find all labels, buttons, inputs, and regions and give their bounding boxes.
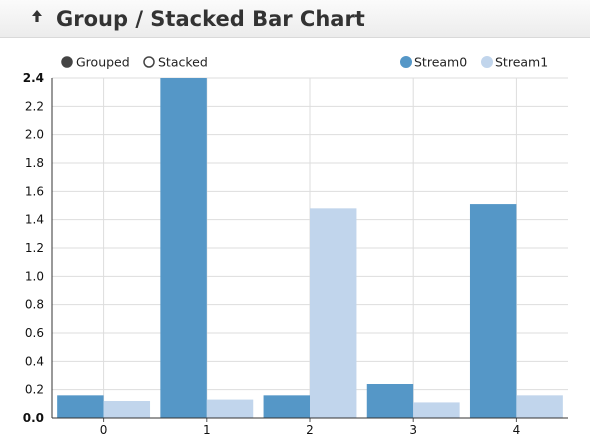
y-tick-label: 0.2 [25,383,44,397]
bar-stream1-1[interactable] [206,399,254,418]
y-tick-label: 1.4 [25,213,44,227]
mode-label: Stacked [158,55,208,70]
mode-controls: Grouped Stacked [61,55,208,70]
bar-stream1-4[interactable] [516,395,563,418]
x-tick-label: 4 [513,423,521,437]
bar-stream1-0[interactable] [103,401,151,418]
y-tick-label: 1.6 [25,184,44,198]
bar-stream0-1[interactable] [160,78,207,418]
bar-stream1-2[interactable] [310,208,357,418]
page-title: Group / Stacked Bar Chart [56,7,365,31]
y-tick-label: 1.0 [25,269,44,283]
legend-swatch-icon [481,56,493,68]
bar-stream1-3[interactable] [413,402,460,418]
y-tick-label: 0.8 [25,298,44,312]
y-tick-label: 2.0 [25,128,44,142]
y-tick-label: 1.8 [25,156,44,170]
mode-label: Grouped [76,55,130,70]
mode-stacked-toggle[interactable]: Stacked [143,55,208,70]
mode-radio-icon [143,56,155,68]
y-tick-label: 1.2 [25,241,44,255]
bars-layer [57,78,563,418]
x-tick-label: 0 [100,423,108,437]
y-tick-label: 0.0 [23,411,44,425]
up-arrow-icon[interactable] [30,8,44,24]
x-tick-label: 3 [409,423,417,437]
y-tick-label: 2.2 [25,99,44,113]
y-tick-label: 0.4 [25,354,44,368]
mode-grouped-toggle[interactable]: Grouped [61,55,130,70]
bar-stream0-4[interactable] [469,204,517,418]
axis-layer: 0.0 0.2 0.4 0.6 0.8 1.0 1.2 1.4 1.6 1.8 2.0 2.2 2.4 0… [23,71,568,437]
x-tick-label: 2 [306,423,314,437]
chart-legend: Stream0 Stream1 [400,55,549,70]
bar-stream0-0[interactable] [57,395,104,418]
legend-item-stream1[interactable]: Stream1 [481,55,549,70]
x-tick-label: 1 [203,423,211,437]
legend-item-stream0[interactable]: Stream0 [400,55,468,70]
y-tick-label: 2.4 [23,71,44,85]
page-header: Group / Stacked Bar Chart [0,0,590,38]
bar-stream0-3[interactable] [366,384,414,418]
legend-swatch-icon [400,56,412,68]
legend-label: Stream1 [495,55,548,70]
y-tick-label: 0.6 [25,326,44,340]
bar-stream0-2[interactable] [263,395,310,418]
mode-radio-icon [61,56,73,68]
legend-label: Stream0 [414,55,467,70]
